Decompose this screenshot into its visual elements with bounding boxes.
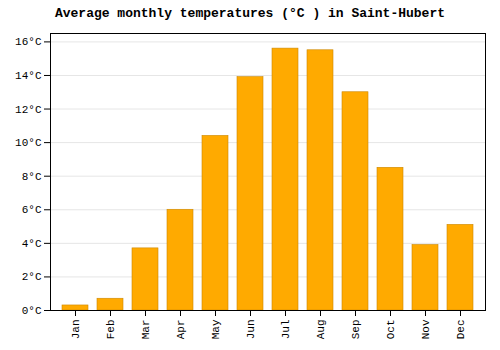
svg-text:4°C: 4°C: [22, 238, 42, 250]
svg-text:Oct: Oct: [385, 320, 397, 340]
svg-text:Feb: Feb: [105, 320, 117, 340]
svg-text:Nov: Nov: [420, 319, 432, 339]
svg-text:May: May: [210, 319, 222, 339]
svg-text:Mar: Mar: [140, 320, 152, 340]
svg-text:Apr: Apr: [175, 320, 187, 340]
html-text:Average monthly temperatures (: Average monthly temperatures (°C ) in Sa…: [55, 6, 445, 21]
svg-text:16°C: 16°C: [15, 36, 42, 48]
svg-text:2°C: 2°C: [22, 271, 42, 283]
svg-text:Sep: Sep: [350, 320, 362, 340]
svg-text:0°C: 0°C: [22, 305, 42, 317]
svg-text:Aug: Aug: [315, 320, 327, 340]
svg-text:12°C: 12°C: [15, 104, 42, 116]
svg-text:8°C: 8°C: [22, 171, 42, 183]
svg-text:10°C: 10°C: [15, 137, 42, 149]
svg-text:6°C: 6°C: [22, 204, 42, 216]
svg-text:Jun: Jun: [245, 320, 257, 340]
svg-text:Jan: Jan: [70, 320, 82, 340]
svg-text:14°C: 14°C: [15, 70, 42, 82]
svg-text:Dec: Dec: [455, 320, 467, 340]
svg-text:Jul: Jul: [280, 320, 292, 340]
